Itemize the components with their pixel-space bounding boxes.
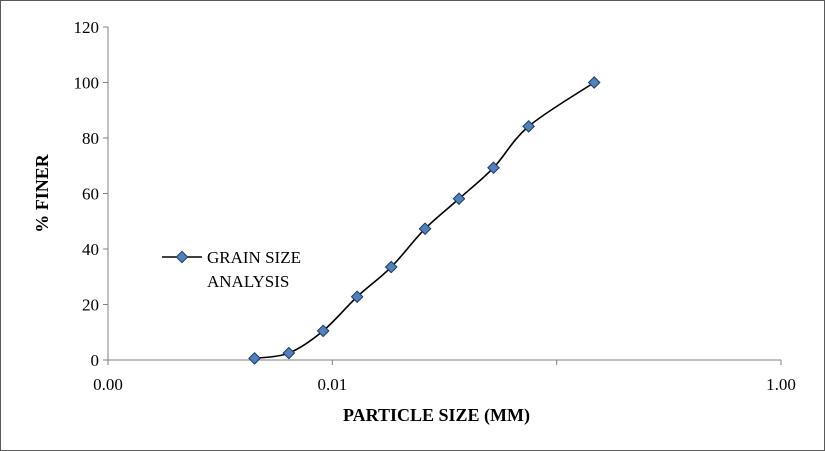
data-point	[316, 324, 330, 338]
data-point	[487, 161, 500, 175]
data-point	[248, 351, 261, 365]
y-axis-title: % FINER	[32, 153, 52, 233]
legend-label: ANALYSIS	[207, 272, 289, 291]
series-line	[254, 81, 595, 360]
x-tick-label: 1.00	[766, 375, 796, 394]
legend-label: GRAIN SIZE	[207, 248, 301, 267]
y-tick-label: 100	[74, 74, 100, 93]
y-tick-label: 40	[82, 240, 99, 259]
legend: GRAIN SIZE ANALYSIS	[162, 248, 301, 291]
axes: 0 20 40 60 80 100 120 0.00 0.01 1.00	[74, 18, 796, 394]
data-point	[587, 76, 601, 89]
data-point	[282, 346, 296, 360]
data-point	[452, 192, 466, 206]
y-tick-label: 60	[82, 185, 99, 204]
y-tick-label: 80	[82, 129, 99, 148]
x-tick-label: 0.01	[317, 375, 347, 394]
y-tick-label: 120	[74, 18, 100, 37]
data-point	[522, 119, 536, 133]
data-point	[418, 222, 432, 236]
data-point	[384, 260, 398, 274]
series-layer	[248, 76, 601, 365]
x-tick-label: 0.00	[93, 375, 123, 394]
y-tick-label: 20	[82, 296, 99, 315]
data-point	[350, 290, 364, 304]
y-tick-label: 0	[91, 351, 100, 370]
x-axis-title: PARTICLE SIZE (MM)	[343, 405, 530, 426]
legend-marker	[175, 250, 189, 264]
